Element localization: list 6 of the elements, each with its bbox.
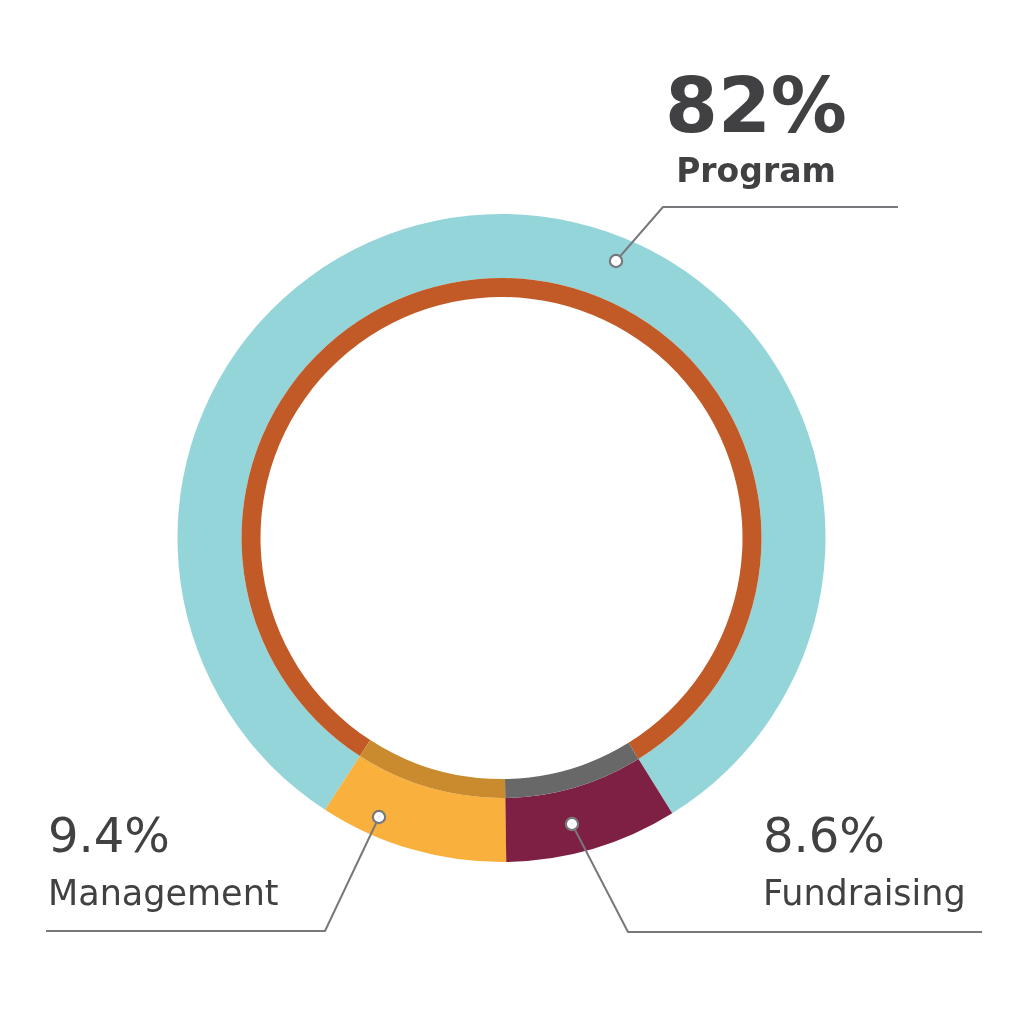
data-label: 9.4% [48, 807, 170, 863]
data-label: 8.6% [763, 807, 885, 863]
slice-label: Fundraising [763, 873, 966, 913]
data-label: 82% [665, 61, 847, 150]
slice-label: Program [676, 151, 836, 190]
slice-label: Management [48, 873, 279, 913]
